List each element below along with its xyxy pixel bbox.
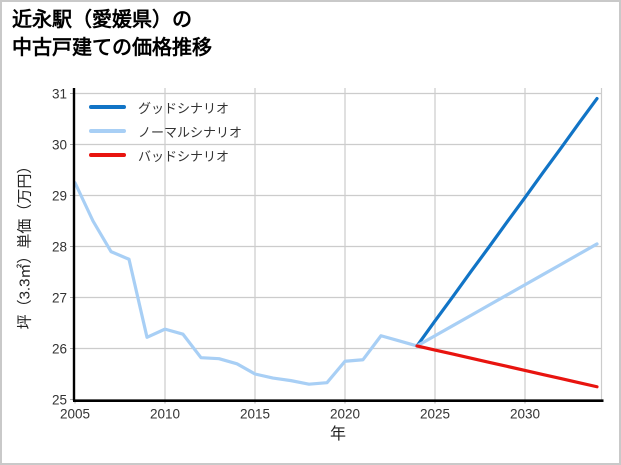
series-line-bad — [415, 344, 599, 389]
series-line-historical — [73, 181, 419, 386]
x-tick-label: 2020 — [330, 407, 360, 422]
x-tick-label: 2010 — [150, 407, 180, 422]
y-tick-label: 28 — [52, 240, 67, 255]
y-tick-label: 31 — [52, 87, 67, 102]
chart-title-line2: 中古戸建ての価格推移 — [12, 37, 212, 59]
series-line-normal — [415, 242, 599, 348]
x-tick-label: 2025 — [420, 407, 450, 422]
y-tick-label: 26 — [52, 342, 67, 357]
x-tick-label: 2015 — [240, 407, 270, 422]
y-tick-label: 25 — [52, 393, 67, 408]
legend-line-normal-icon — [89, 129, 126, 133]
legend-item-normal: ノーマルシナリオ — [89, 119, 242, 143]
legend: グッドシナリオ ノーマルシナリオ バッドシナリオ — [89, 95, 242, 167]
series-line-good — [415, 96, 599, 348]
chart-title: 近永駅（愛媛県）の 中古戸建ての価格推移 — [12, 6, 212, 62]
x-tick-label: 2005 — [60, 407, 90, 422]
x-axis-label: 年 — [329, 426, 347, 443]
chart-title-line1: 近永駅（愛媛県）の — [12, 9, 192, 31]
y-axis-label: 坪（3.3㎡）単価（万円） — [16, 158, 34, 330]
legend-label-normal: ノーマルシナリオ — [138, 124, 243, 140]
x-tick-label: 2030 — [510, 407, 540, 422]
legend-label-good: グッドシナリオ — [138, 100, 230, 116]
y-tick-label: 27 — [52, 291, 67, 306]
legend-item-bad: バッドシナリオ — [89, 143, 242, 167]
legend-line-good-icon — [89, 105, 126, 109]
legend-line-bad-icon — [89, 153, 126, 157]
y-tick-label: 30 — [52, 138, 67, 153]
legend-item-good: グッドシナリオ — [89, 95, 242, 119]
y-tick-label: 29 — [52, 189, 67, 204]
legend-label-bad: バッドシナリオ — [138, 148, 230, 164]
